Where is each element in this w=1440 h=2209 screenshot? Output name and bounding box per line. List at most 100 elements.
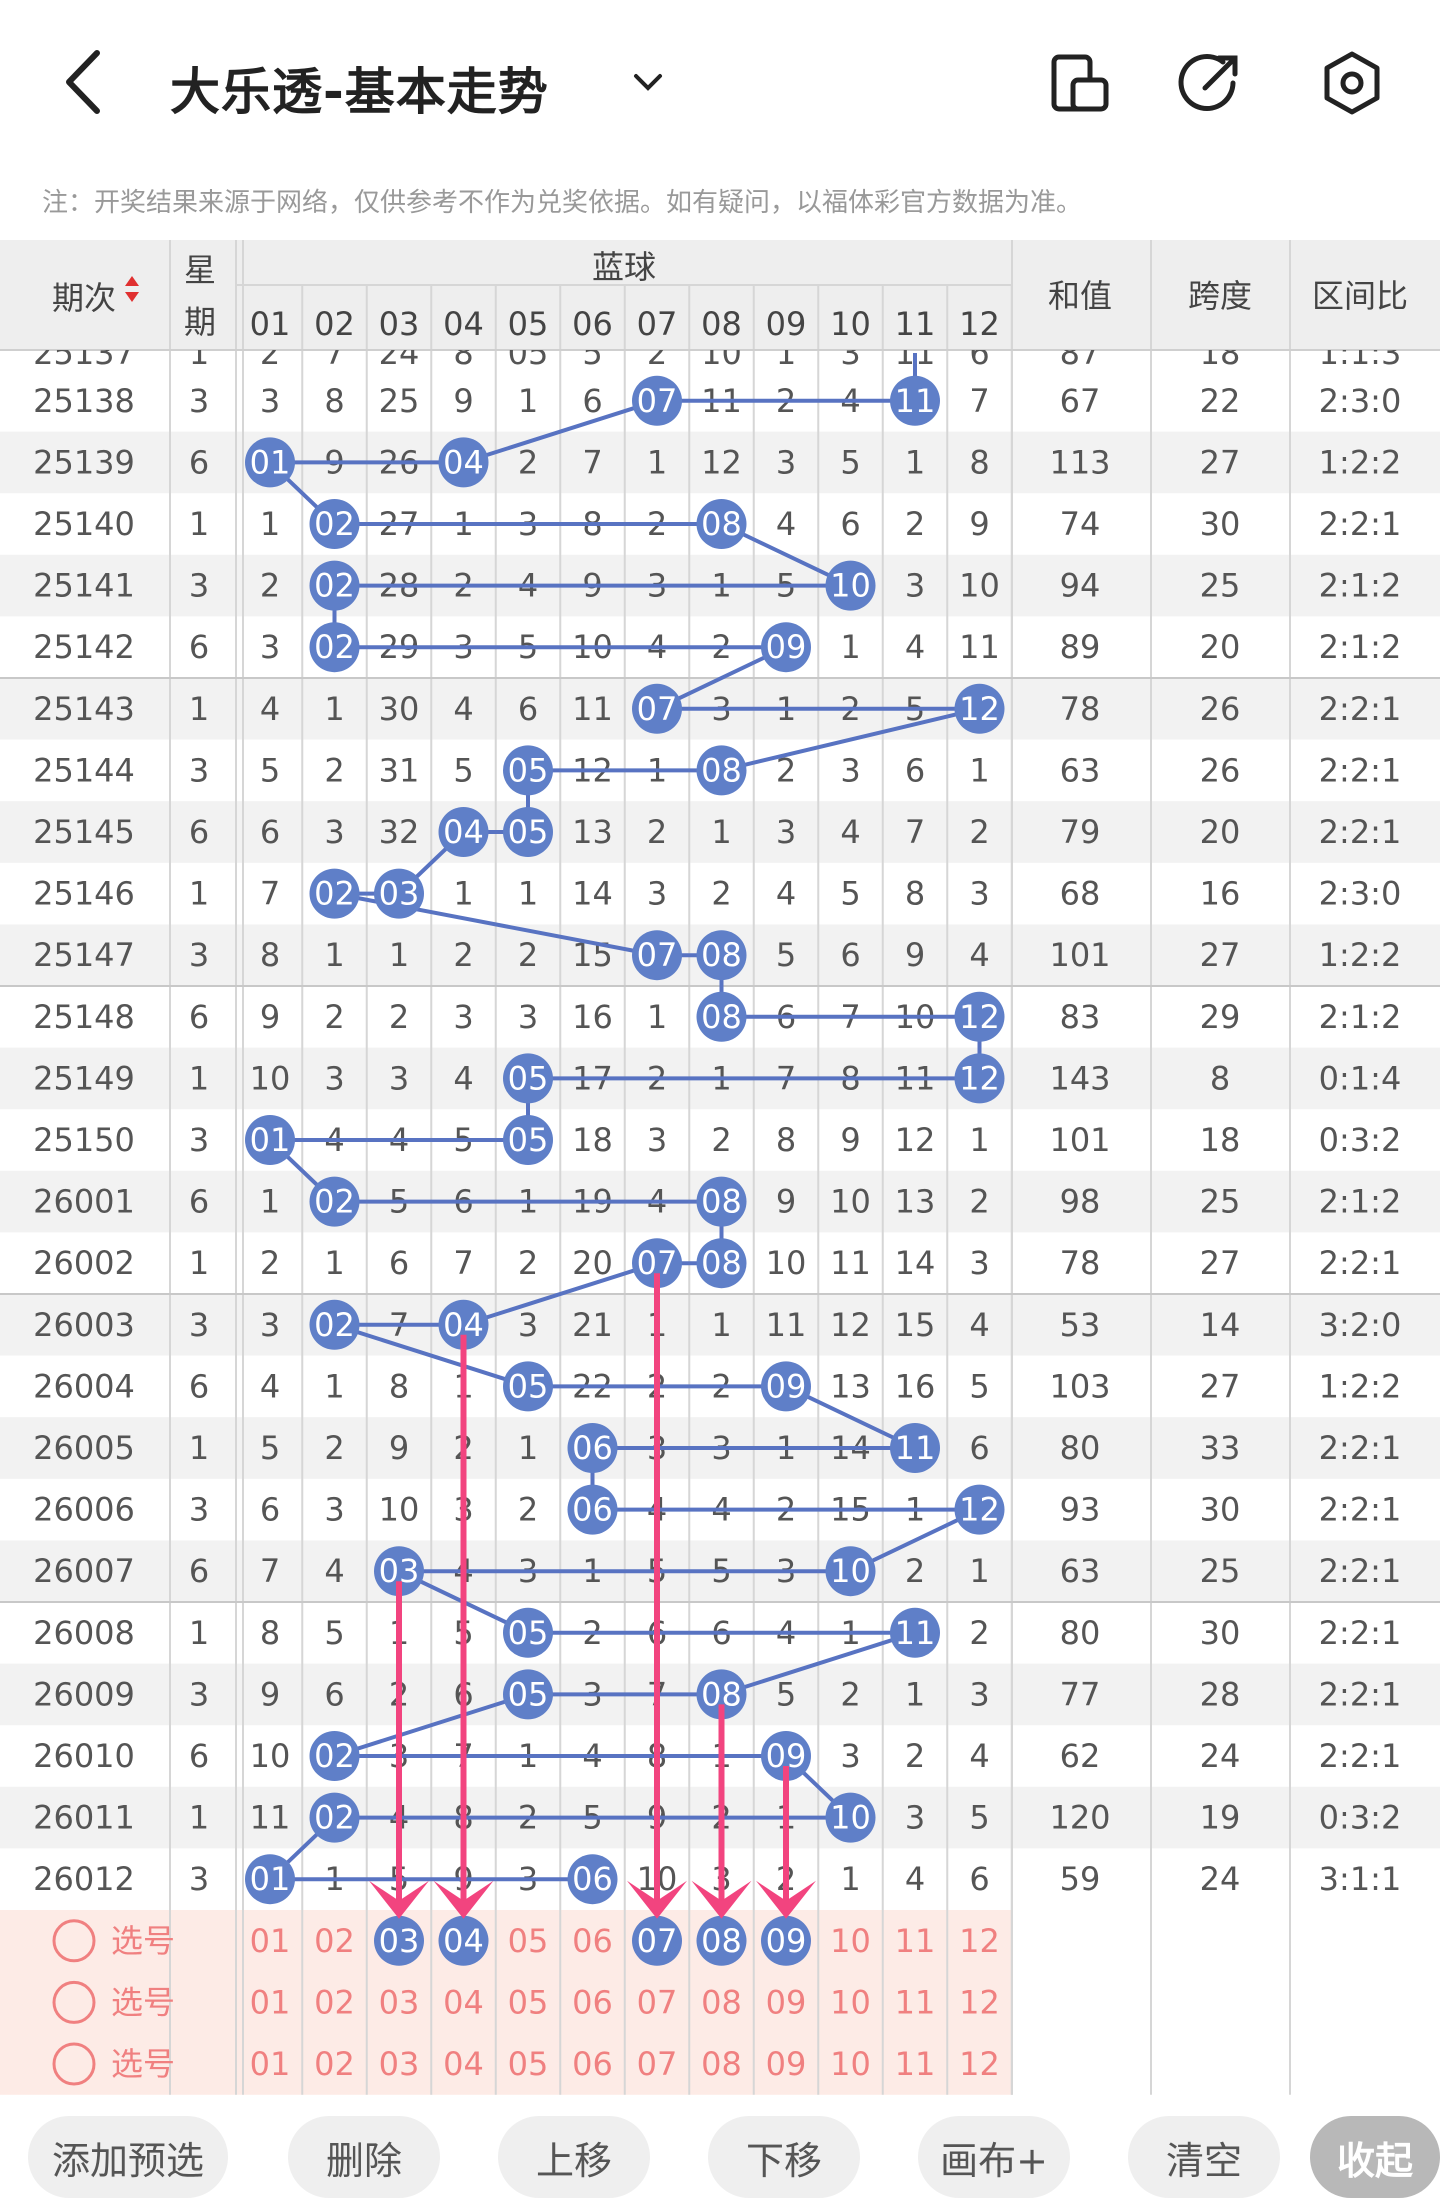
hit-ball	[438, 1299, 489, 1350]
select-radio[interactable]	[52, 1980, 96, 2024]
select-radio[interactable]	[52, 2042, 96, 2086]
span-cell: 24	[1200, 1737, 1241, 1775]
blue-cell: 9	[840, 1121, 860, 1159]
issue-cell: 25139	[33, 443, 135, 481]
select-number[interactable]: 08	[701, 2045, 742, 2083]
hit-ball-number: 11	[895, 1614, 936, 1652]
select-number[interactable]: 12	[959, 1922, 1000, 1960]
week-cell: 3	[189, 1860, 209, 1898]
collapse-button[interactable]: 收起	[1310, 2116, 1440, 2198]
move-down-button[interactable]: 下移	[708, 2116, 860, 2198]
back-arrow-icon[interactable]	[55, 45, 115, 120]
select-number[interactable]: 07	[637, 1983, 678, 2021]
blue-cell: 20	[572, 1244, 613, 1282]
select-number[interactable]: 02	[314, 1922, 355, 1960]
select-number[interactable]: 11	[895, 1922, 936, 1960]
blue-cell: 6	[840, 936, 860, 974]
span-cell: 20	[1200, 813, 1241, 851]
hit-ball-number: 04	[443, 443, 484, 481]
select-number[interactable]: 12	[959, 1983, 1000, 2021]
issue-cell: 26003	[33, 1306, 135, 1344]
select-number[interactable]: 05	[508, 2045, 549, 2083]
hit-ball-number: 02	[314, 505, 355, 543]
select-number[interactable]: 02	[314, 1983, 355, 2021]
blue-cell: 2	[776, 751, 796, 789]
chevron-down-icon[interactable]	[628, 62, 668, 102]
select-number[interactable]: 06	[572, 2045, 613, 2083]
select-number[interactable]: 11	[895, 2045, 936, 2083]
blue-cell: 7	[905, 813, 925, 851]
blue-number-header: 11	[895, 305, 936, 343]
table-header-bg	[0, 240, 1440, 350]
sort-down-icon[interactable]	[125, 292, 139, 302]
blue-cell: 4	[969, 936, 989, 974]
blue-cell: 2	[647, 813, 667, 851]
week-cell: 3	[189, 1121, 209, 1159]
span-cell: 25	[1200, 567, 1241, 605]
select-number[interactable]: 12	[959, 2045, 1000, 2083]
select-number[interactable]: 09	[766, 1983, 807, 2021]
selected-number-ball[interactable]	[438, 1915, 489, 1966]
select-number[interactable]: 03	[379, 2045, 420, 2083]
blue-cell: 2	[518, 936, 538, 974]
issue-header: 期次	[52, 279, 116, 317]
blue-cell: 13	[830, 1367, 871, 1405]
select-number[interactable]: 01	[250, 1983, 291, 2021]
select-number[interactable]: 10	[830, 2045, 871, 2083]
issue-cell: 25140	[33, 505, 135, 543]
hit-ball-number: 11	[895, 382, 936, 420]
select-number[interactable]: 06	[572, 1922, 613, 1960]
sort-up-icon[interactable]	[125, 276, 139, 286]
blue-cell: 16	[572, 998, 613, 1036]
select-number[interactable]: 09	[766, 2045, 807, 2083]
blue-cell: 2	[260, 334, 280, 372]
selected-number-ball[interactable]	[696, 1915, 747, 1966]
select-radio[interactable]	[52, 1919, 96, 1963]
select-number[interactable]: 04	[443, 1983, 484, 2021]
settings-icon[interactable]	[1317, 48, 1387, 118]
blue-cell: 2	[969, 813, 989, 851]
blue-cell: 24	[379, 334, 420, 372]
select-number[interactable]: 01	[250, 1922, 291, 1960]
blue-cell: 2	[905, 1552, 925, 1590]
hit-ball	[374, 1546, 424, 1597]
blue-cell: 1	[969, 1552, 989, 1590]
select-number[interactable]: 02	[314, 2045, 355, 2083]
delete-button[interactable]: 删除	[288, 2116, 440, 2198]
blue-cell: 2	[260, 1244, 280, 1282]
clear-button[interactable]: 清空	[1128, 2116, 1280, 2198]
selected-number-ball[interactable]	[374, 1915, 424, 1966]
blue-cell: 1	[840, 1860, 860, 1898]
select-number[interactable]: 10	[830, 1983, 871, 2021]
move-up-button[interactable]: 上移	[498, 2116, 650, 2198]
hit-ball	[438, 807, 489, 857]
add-preselect-button[interactable]: 添加预选	[28, 2116, 228, 2198]
sum-cell: 67	[1060, 382, 1101, 420]
select-number[interactable]: 11	[895, 1983, 936, 2021]
hit-ball	[503, 745, 553, 796]
selected-number-ball[interactable]	[761, 1915, 811, 1966]
select-number[interactable]: 04	[443, 2045, 484, 2083]
hit-ball	[309, 1731, 360, 1781]
blue-cell: 9	[969, 505, 989, 543]
span-cell: 20	[1200, 628, 1241, 666]
select-number[interactable]: 07	[637, 2045, 678, 2083]
select-number[interactable]: 06	[572, 1983, 613, 2021]
canvas-add-button[interactable]: 画布+	[918, 2116, 1070, 2198]
blue-cell: 5	[582, 334, 602, 372]
hit-ball-number: 06	[572, 1491, 613, 1529]
selected-number-ball[interactable]	[632, 1915, 682, 1966]
select-number[interactable]: 10	[830, 1922, 871, 1960]
blue-cell: 7	[324, 334, 344, 372]
select-number[interactable]: 08	[701, 1983, 742, 2021]
select-number[interactable]: 03	[379, 1983, 420, 2021]
layout-toggle-icon[interactable]	[1045, 48, 1115, 118]
blue-cell: 10	[250, 1737, 291, 1775]
blue-cell: 15	[895, 1306, 936, 1344]
select-number[interactable]: 05	[508, 1983, 549, 2021]
share-icon[interactable]	[1175, 48, 1245, 118]
hit-ball-number: 08	[701, 1244, 742, 1282]
select-number[interactable]: 05	[508, 1922, 549, 1960]
blue-cell: 1	[518, 875, 538, 913]
select-number[interactable]: 01	[250, 2045, 291, 2083]
